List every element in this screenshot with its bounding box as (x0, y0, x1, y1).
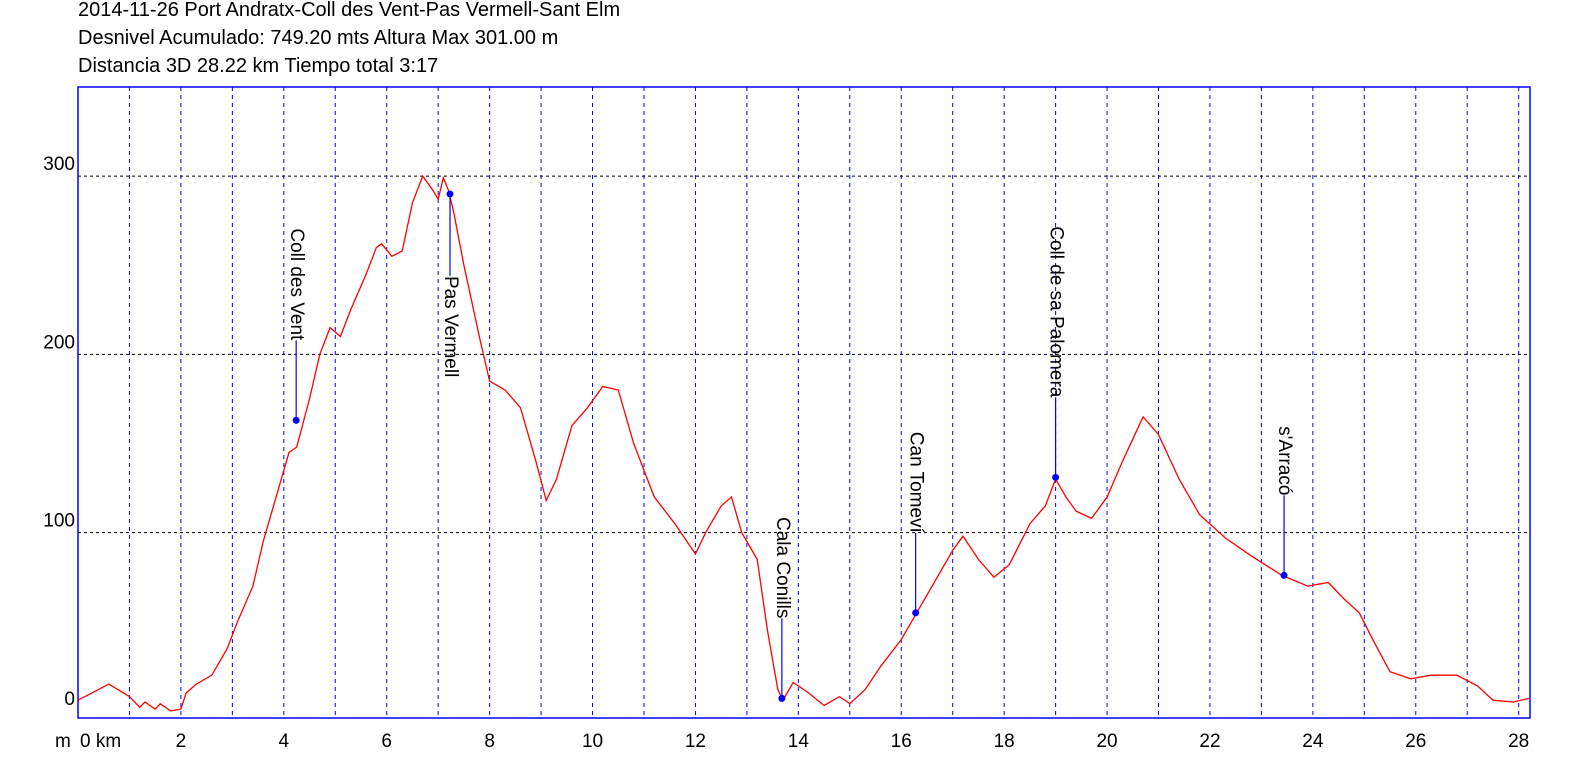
waypoint-label: Pas Vermell (440, 276, 461, 377)
x-tick-label: 0 km (80, 731, 121, 752)
waypoint-dot (1280, 571, 1288, 579)
y-axis-label: m (55, 731, 71, 752)
y-tick-label: 100 (43, 511, 75, 532)
y-tick-label: 200 (43, 332, 75, 353)
waypoint-dot (912, 609, 920, 617)
x-tick-label: 16 (891, 731, 912, 752)
x-tick-label: 20 (1096, 731, 1117, 752)
x-tick-label: 8 (484, 731, 495, 752)
x-tick-label: 22 (1199, 731, 1220, 752)
waypoint-label: Coll des Vent (286, 228, 307, 341)
waypoint-dot (1052, 473, 1060, 481)
y-tick-label: 0 (64, 689, 75, 710)
x-tick-label: 10 (582, 731, 603, 752)
y-tick-label: 300 (43, 154, 75, 175)
waypoint-label: s'Arracó (1274, 426, 1295, 495)
waypoint-dot (446, 190, 454, 198)
title-line: Distancia 3D 28.22 km Tiempo total 3:17 (78, 55, 438, 77)
waypoint-dot (778, 694, 786, 702)
waypoint-label: Can Tomeví (906, 432, 927, 534)
elevation-line (77, 174, 1530, 712)
x-tick-label: 6 (381, 731, 392, 752)
waypoint-dot (292, 416, 300, 424)
x-tick-label: 26 (1405, 731, 1426, 752)
x-tick-label: 24 (1302, 731, 1324, 752)
x-tick-label: 14 (788, 731, 810, 752)
plot-frame (77, 86, 1531, 719)
x-tick-label: 4 (279, 731, 290, 752)
x-tick-label: 2 (176, 731, 187, 752)
waypoint-label: Cala Conills (772, 517, 793, 618)
waypoint-label: Coll de sa Palomera (1046, 226, 1067, 398)
x-tick-label: 12 (685, 731, 706, 752)
title-line: 2014-11-26 Port Andratx-Coll des Vent-Pa… (78, 0, 620, 21)
title-line: Desnivel Acumulado: 749.20 mts Altura Ma… (78, 27, 558, 49)
x-tick-label: 28 (1508, 731, 1529, 752)
x-tick-label: 18 (994, 731, 1015, 752)
